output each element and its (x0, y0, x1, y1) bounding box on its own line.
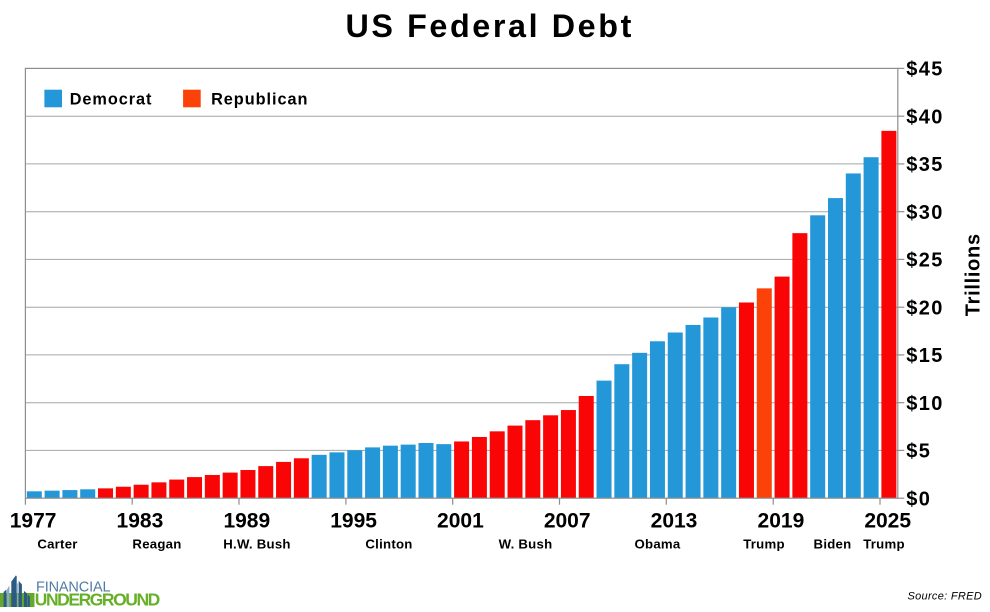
svg-text:$20: $20 (906, 297, 944, 319)
svg-text:2007: 2007 (544, 509, 591, 532)
svg-text:Trump: Trump (743, 537, 785, 552)
svg-text:UNDERGROUND: UNDERGROUND (35, 589, 160, 607)
svg-text:FINANCIAL: FINANCIAL (36, 579, 110, 595)
svg-text:US Federal Debt: US Federal Debt (345, 8, 633, 44)
svg-text:Reagan: Reagan (132, 537, 181, 552)
svg-text:2019: 2019 (758, 509, 805, 532)
svg-text:1977: 1977 (10, 509, 57, 532)
svg-text:Democrat: Democrat (70, 90, 153, 108)
svg-text:$25: $25 (906, 250, 944, 272)
svg-text:$5: $5 (906, 441, 931, 463)
svg-text:W. Bush: W. Bush (499, 537, 553, 552)
svg-text:Republican: Republican (211, 90, 308, 108)
svg-text:Obama: Obama (635, 537, 681, 552)
svg-text:Source: FRED: Source: FRED (907, 591, 982, 603)
svg-text:$10: $10 (906, 393, 944, 415)
svg-text:$15: $15 (906, 345, 944, 367)
svg-text:$30: $30 (906, 202, 944, 224)
svg-text:2025: 2025 (864, 509, 911, 532)
svg-text:2001: 2001 (437, 509, 484, 532)
svg-text:Trillions: Trillions (962, 233, 984, 316)
svg-text:$40: $40 (906, 106, 944, 128)
svg-text:1989: 1989 (223, 509, 270, 532)
svg-text:Biden: Biden (814, 537, 852, 552)
svg-text:H.W. Bush: H.W. Bush (223, 537, 290, 552)
svg-text:1995: 1995 (330, 509, 377, 532)
svg-text:$45: $45 (906, 59, 944, 81)
svg-text:Clinton: Clinton (365, 537, 412, 552)
svg-text:Carter: Carter (37, 537, 77, 552)
svg-text:2013: 2013 (651, 509, 698, 532)
svg-text:1983: 1983 (117, 509, 164, 532)
svg-text:$35: $35 (906, 154, 944, 176)
svg-text:Trump: Trump (863, 537, 905, 552)
svg-text:$0: $0 (906, 488, 931, 510)
